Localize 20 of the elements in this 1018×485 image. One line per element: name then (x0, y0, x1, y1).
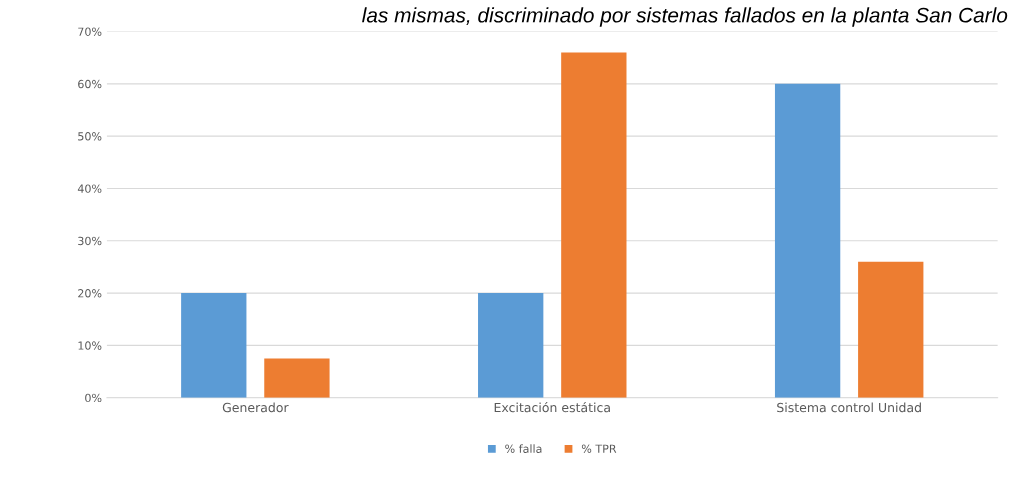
y-tick-label: 40% (77, 184, 102, 193)
x-tick-label: Excitación estática (494, 402, 610, 413)
bar (478, 293, 544, 398)
x-tick-label: Generador (222, 402, 289, 413)
bar (774, 83, 841, 398)
y-tick-label: 60% (78, 79, 102, 89)
y-tick-label: 30% (78, 236, 102, 246)
y-tick-label: 10% (78, 341, 102, 350)
x-tick-label: Sistema control Unidad (777, 402, 921, 413)
bar (181, 293, 247, 398)
legend-label: % TPR (581, 444, 617, 453)
legend-label: % falla (505, 444, 542, 453)
bar (858, 261, 924, 398)
bar (264, 358, 330, 398)
chart-title: las mismas, discriminado por sistemas fallados en la planta San Carlo (362, 7, 1008, 27)
y-tick-label: 70% (78, 27, 102, 36)
y-tick-label: 20% (78, 289, 102, 298)
y-tick-label: 0% (85, 393, 102, 403)
bar (561, 52, 627, 398)
y-tick-label: 50% (78, 132, 102, 141)
